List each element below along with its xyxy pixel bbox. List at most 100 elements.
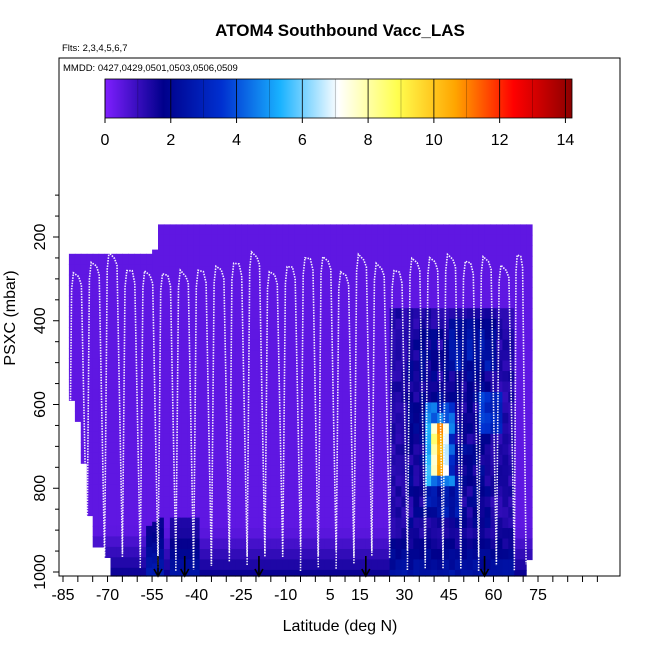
heat-cell: [306, 255, 313, 267]
heat-cell: [448, 350, 456, 362]
heat-cell: [472, 266, 480, 278]
heat-cell: [193, 412, 201, 424]
heat-cell: [330, 287, 337, 299]
heat-cell: [466, 475, 474, 487]
heat-cell: [389, 350, 397, 362]
heat-cell: [454, 559, 462, 571]
heat-cell: [336, 371, 343, 383]
heat-cell: [98, 316, 106, 328]
heat-cell: [371, 465, 379, 477]
heat-cell: [460, 391, 468, 403]
heat-cell: [98, 494, 106, 506]
heat-cell: [425, 255, 432, 267]
heat-cell: [276, 318, 284, 330]
heat-cell: [520, 423, 527, 435]
heat-cell: [229, 549, 236, 561]
heat-cell: [193, 549, 201, 561]
heat-cell: [371, 371, 379, 383]
heat-cell: [526, 549, 533, 561]
heat-cell: [413, 371, 420, 383]
heat-cell: [496, 528, 503, 540]
heat-cell: [478, 475, 486, 487]
heat-cell: [229, 371, 236, 383]
heat-cell: [389, 423, 397, 435]
heat-cell: [282, 433, 290, 445]
heat-cell: [514, 507, 521, 519]
heat-cell: [128, 557, 135, 569]
heat-cell: [276, 245, 284, 257]
heat-cell: [169, 371, 177, 383]
heat-cell: [276, 276, 284, 288]
heat-cell: [223, 454, 230, 466]
heat-cell: [128, 484, 135, 496]
heat-cell: [235, 538, 242, 550]
heat-cell: [158, 287, 165, 299]
heat-cell: [86, 285, 94, 297]
heat-cell: [413, 360, 420, 372]
heat-cell: [443, 234, 450, 246]
heat-cell: [514, 255, 521, 267]
heat-cell: [146, 484, 153, 496]
heat-cell: [348, 350, 355, 362]
heat-cell: [282, 496, 290, 508]
heat-cell: [401, 391, 408, 403]
heat-cell: [466, 528, 474, 540]
heat-cell: [371, 423, 379, 435]
heat-cell: [276, 423, 284, 435]
heat-cell: [253, 465, 260, 477]
heat-cell: [437, 255, 444, 267]
heat-cell: [514, 559, 521, 571]
heat-cell: [264, 402, 272, 414]
heat-cell: [158, 329, 165, 341]
heat-cell: [526, 276, 533, 288]
heat-cell: [98, 295, 106, 307]
heat-cell: [490, 318, 497, 330]
heat-cell: [80, 253, 88, 265]
heat-cell: [359, 350, 367, 362]
heat-cell: [490, 454, 497, 466]
heat-cell: [199, 444, 207, 456]
heat-cell: [508, 475, 515, 487]
heat-cell: [526, 266, 533, 278]
heat-cell: [229, 339, 236, 351]
heat-cell: [336, 528, 343, 540]
heat-cell: [158, 507, 165, 519]
heat-cell: [443, 402, 450, 414]
heat-cell: [425, 465, 432, 477]
heat-cell: [140, 337, 147, 349]
heat-cell: [288, 255, 296, 267]
heat-cell: [146, 285, 153, 297]
heat-cell: [258, 245, 266, 257]
heat-cell: [163, 475, 171, 487]
heat-cell: [223, 528, 230, 540]
heat-cell: [235, 444, 242, 456]
heat-cell: [122, 295, 129, 307]
heat-cell: [312, 465, 319, 477]
heat-cell: [484, 287, 492, 299]
heat-cell: [508, 287, 515, 299]
heat-cell: [454, 287, 462, 299]
heat-cell: [175, 287, 183, 299]
heat-cell: [514, 308, 521, 320]
heat-cell: [425, 391, 432, 403]
heat-cell: [443, 549, 450, 561]
heat-cell: [401, 465, 408, 477]
heat-cell: [217, 559, 224, 571]
heat-cell: [187, 224, 195, 236]
heat-cell: [282, 423, 290, 435]
heat-cell: [371, 255, 379, 267]
heat-cell: [324, 381, 331, 393]
heat-cell: [466, 318, 474, 330]
heat-cell: [253, 569, 260, 577]
heat-cell: [520, 465, 527, 477]
heat-cell: [181, 350, 189, 362]
heat-cell: [312, 350, 319, 362]
heat-cell: [460, 528, 468, 540]
heat-cell: [68, 348, 76, 360]
heat-cell: [241, 528, 248, 540]
heat-cell: [484, 507, 492, 519]
heat-cell: [270, 412, 278, 424]
heat-cell: [508, 402, 515, 414]
heat-cell: [431, 339, 438, 351]
heat-cell: [152, 354, 159, 366]
